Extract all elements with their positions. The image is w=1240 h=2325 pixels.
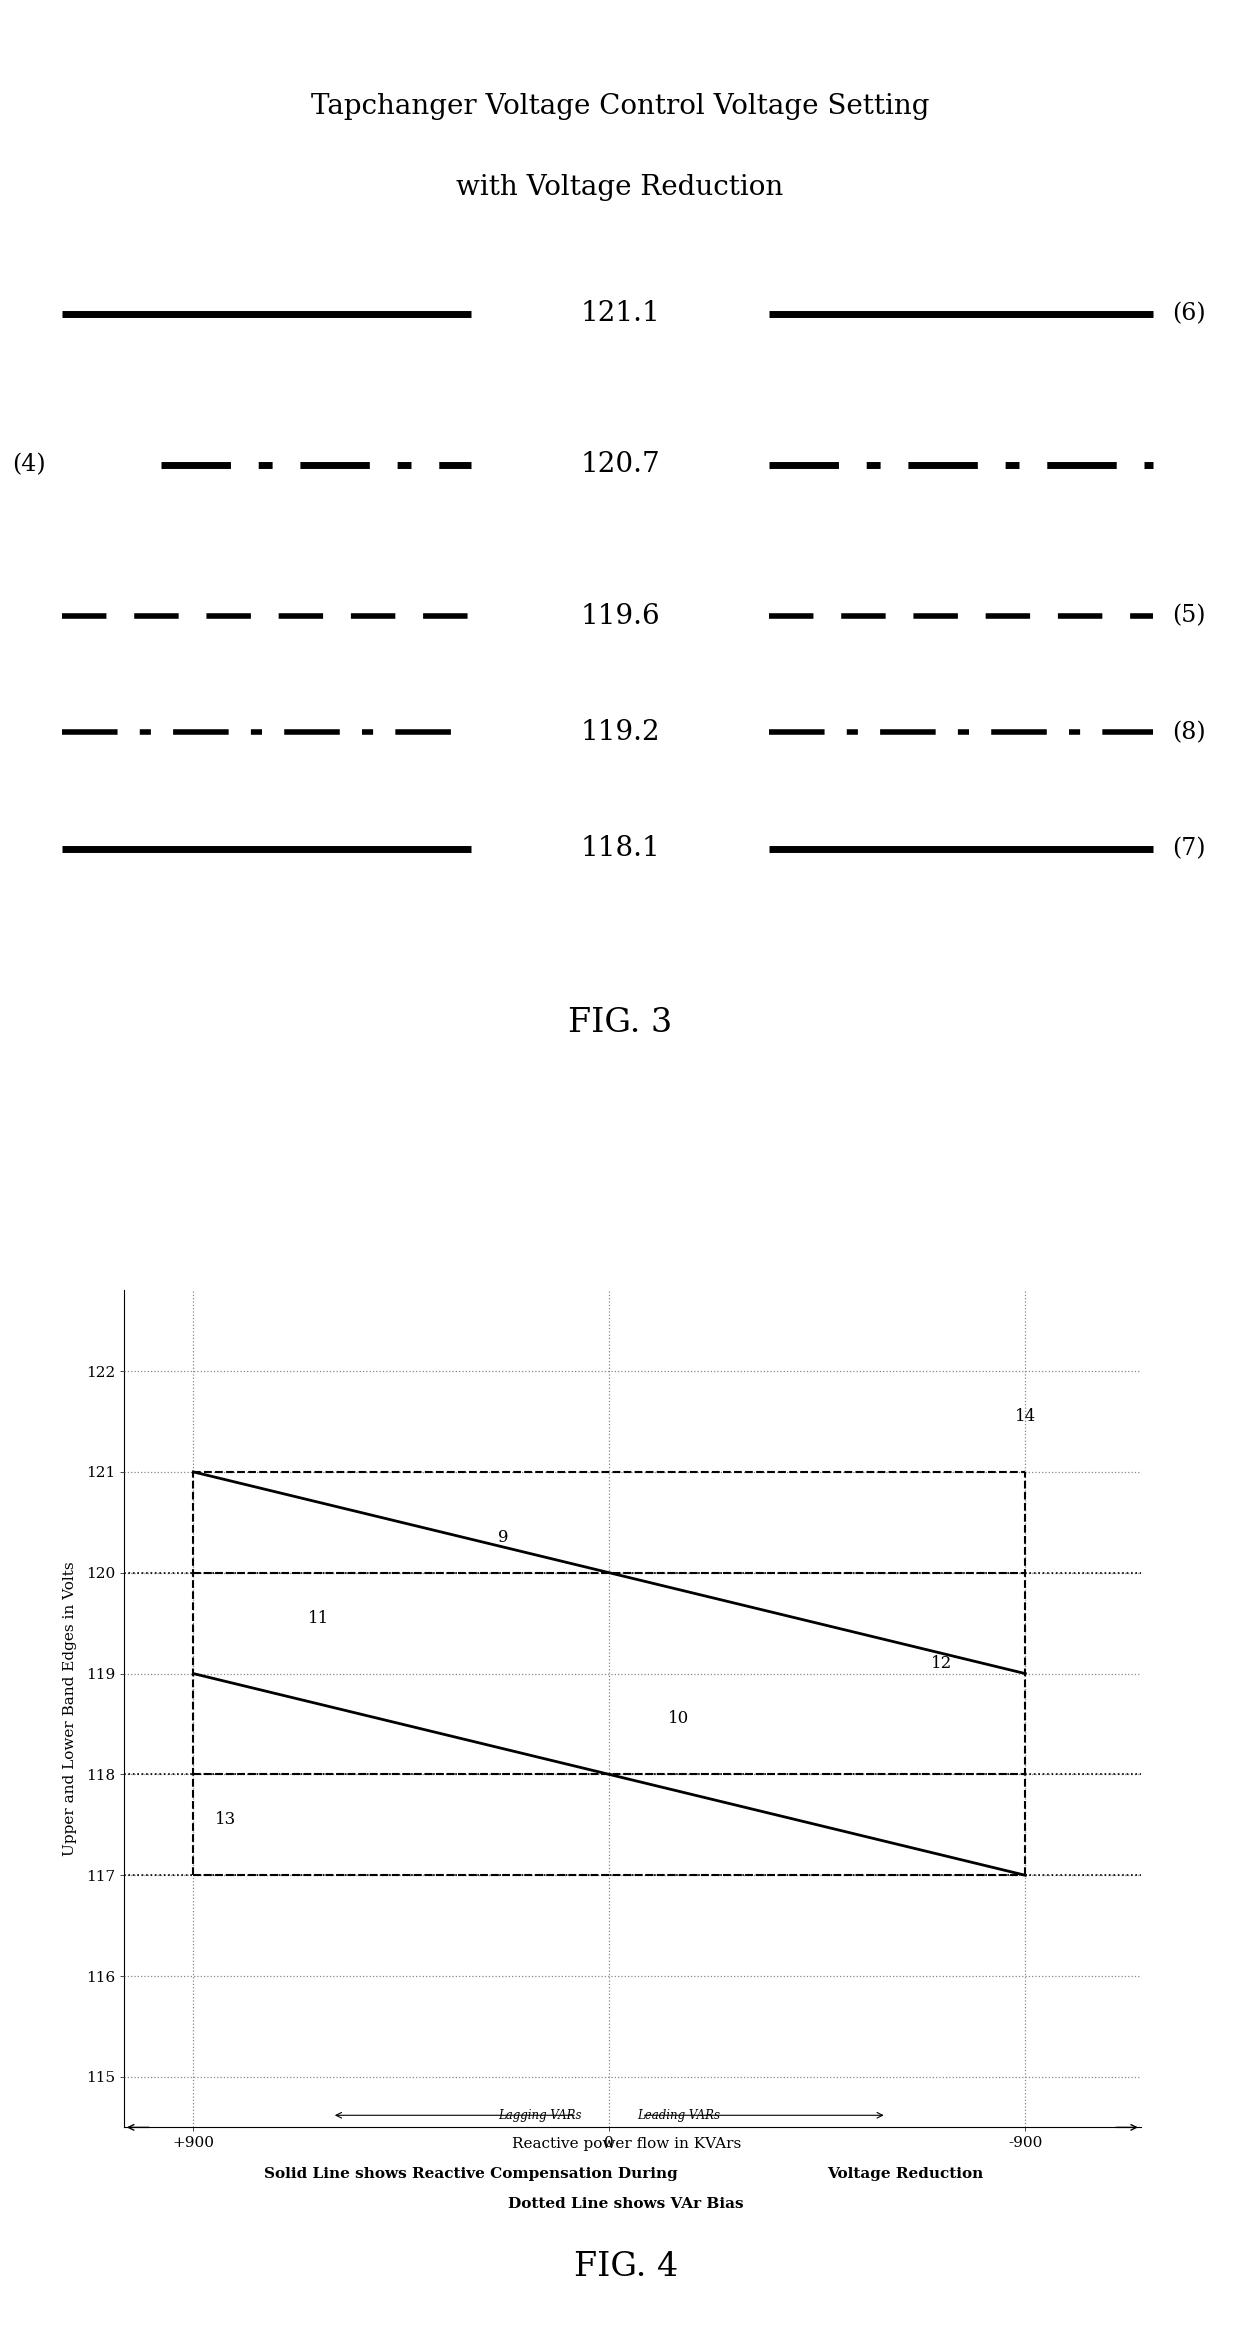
Text: (4): (4) <box>12 453 46 477</box>
Text: 13: 13 <box>215 1811 237 1827</box>
Text: with Voltage Reduction: with Voltage Reduction <box>456 174 784 202</box>
Text: Lagging VARs: Lagging VARs <box>498 2109 582 2123</box>
Y-axis label: Upper and Lower Band Edges in Volts: Upper and Lower Band Edges in Volts <box>63 1562 77 1855</box>
Text: 119.2: 119.2 <box>580 718 660 746</box>
Text: 9: 9 <box>497 1530 508 1546</box>
Text: 119.6: 119.6 <box>580 602 660 630</box>
Text: FIG. 4: FIG. 4 <box>574 2251 678 2283</box>
Text: 121.1: 121.1 <box>580 300 660 328</box>
Text: 118.1: 118.1 <box>580 835 660 863</box>
Text: (8): (8) <box>1172 721 1205 744</box>
Text: Leading VARs: Leading VARs <box>637 2109 720 2123</box>
Text: FIG. 3: FIG. 3 <box>568 1007 672 1039</box>
Text: 120.7: 120.7 <box>580 451 660 479</box>
Text: Tapchanger Voltage Control Voltage Setting: Tapchanger Voltage Control Voltage Setti… <box>311 93 929 121</box>
Text: Dotted Line shows VAr Bias: Dotted Line shows VAr Bias <box>508 2197 744 2211</box>
Text: Reactive power flow in KVArs: Reactive power flow in KVArs <box>512 2137 740 2151</box>
Text: 11: 11 <box>308 1609 329 1627</box>
Text: (6): (6) <box>1172 302 1205 326</box>
Text: 10: 10 <box>668 1711 689 1727</box>
Text: 12: 12 <box>931 1655 952 1672</box>
Text: (5): (5) <box>1172 604 1205 628</box>
Text: (7): (7) <box>1172 837 1205 860</box>
Text: 14: 14 <box>1014 1409 1035 1425</box>
Text: Voltage Reduction: Voltage Reduction <box>827 2167 983 2181</box>
Text: Solid Line shows Reactive Compensation During: Solid Line shows Reactive Compensation D… <box>264 2167 678 2181</box>
